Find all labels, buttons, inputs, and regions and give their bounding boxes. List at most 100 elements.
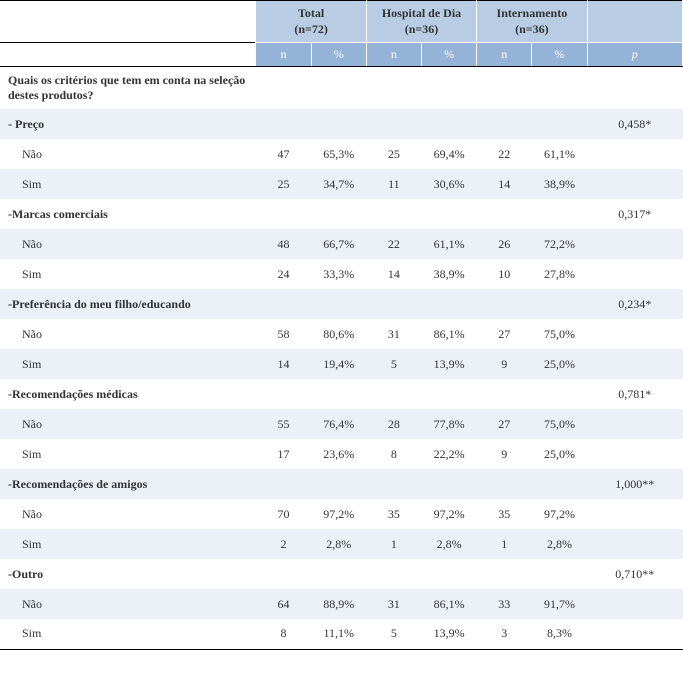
table-cell: 3 bbox=[477, 619, 532, 649]
table-cell bbox=[587, 259, 682, 289]
table-cell: 65,3% bbox=[311, 139, 366, 169]
table-cell bbox=[532, 109, 587, 139]
table-cell: 8 bbox=[256, 619, 311, 649]
table-cell bbox=[532, 469, 587, 499]
table-cell bbox=[587, 229, 682, 259]
table-row: Não4866,7%2261,1%2672,2% bbox=[0, 229, 683, 259]
table-cell: 13,9% bbox=[422, 619, 477, 649]
criterion-label: - Preço bbox=[0, 109, 256, 139]
table-cell: 48 bbox=[256, 229, 311, 259]
header-blank bbox=[0, 1, 256, 43]
table-cell: 58 bbox=[256, 319, 311, 349]
table-cell: 33 bbox=[477, 589, 532, 619]
table-cell: 17 bbox=[256, 439, 311, 469]
table-row: -Recomendações de amigos1,000** bbox=[0, 469, 683, 499]
table-row: Não6488,9%3186,1%3391,7% bbox=[0, 589, 683, 619]
criterion-label: -Outro bbox=[0, 559, 256, 589]
table-cell: 97,2% bbox=[311, 499, 366, 529]
answer-yes: Sim bbox=[0, 169, 256, 199]
table-cell: 86,1% bbox=[422, 589, 477, 619]
table-cell bbox=[532, 199, 587, 229]
table-row: Não4765,3%2569,4%2261,1% bbox=[0, 139, 683, 169]
table-cell bbox=[311, 109, 366, 139]
table-cell: 27,8% bbox=[532, 259, 587, 289]
table-cell bbox=[532, 67, 587, 110]
table-cell: 19,4% bbox=[311, 349, 366, 379]
p-value: 0,458* bbox=[587, 109, 682, 139]
header-n: n bbox=[366, 43, 421, 67]
header-total-sub: (n=72) bbox=[294, 22, 328, 36]
table-cell: 2,8% bbox=[422, 529, 477, 559]
table-cell bbox=[477, 199, 532, 229]
table-cell: 25 bbox=[366, 139, 421, 169]
table-cell: 8,3% bbox=[532, 619, 587, 649]
criteria-table: Total (n=72) Hospital de Dia (n=36) Inte… bbox=[0, 0, 683, 650]
table-cell: 28 bbox=[366, 409, 421, 439]
answer-yes: Sim bbox=[0, 349, 256, 379]
p-value: 0,234* bbox=[587, 289, 682, 319]
table-cell bbox=[587, 499, 682, 529]
table-cell bbox=[477, 469, 532, 499]
table-cell bbox=[256, 379, 311, 409]
table-cell bbox=[366, 289, 421, 319]
table-cell: 69,4% bbox=[422, 139, 477, 169]
table-row: Sim22,8%12,8%12,8% bbox=[0, 529, 683, 559]
table-row: - Preço 0,458* bbox=[0, 109, 683, 139]
table-cell bbox=[311, 469, 366, 499]
table-cell: 24 bbox=[256, 259, 311, 289]
table-cell: 75,0% bbox=[532, 409, 587, 439]
table-cell: 10 bbox=[477, 259, 532, 289]
table-cell: 22,2% bbox=[422, 439, 477, 469]
table-cell: 25,0% bbox=[532, 349, 587, 379]
table-cell: 66,7% bbox=[311, 229, 366, 259]
table-cell bbox=[366, 109, 421, 139]
table-cell: 25,0% bbox=[532, 439, 587, 469]
answer-no: Não bbox=[0, 409, 256, 439]
table-cell: 11 bbox=[366, 169, 421, 199]
table-cell: 5 bbox=[366, 349, 421, 379]
table-cell: 1 bbox=[366, 529, 421, 559]
header-blank2 bbox=[0, 43, 256, 67]
table-row: Não5880,6%3186,1%2775,0% bbox=[0, 319, 683, 349]
table-cell: 38,9% bbox=[532, 169, 587, 199]
table-row: -Preferência do meu filho/educando 0,234* bbox=[0, 289, 683, 319]
table-body: Quais os critérios que tem em conta na s… bbox=[0, 67, 683, 650]
table-row: Sim1419,4%513,9%925,0% bbox=[0, 349, 683, 379]
table-cell bbox=[477, 109, 532, 139]
answer-no: Não bbox=[0, 319, 256, 349]
table-cell: 14 bbox=[256, 349, 311, 379]
table-cell: 27 bbox=[477, 319, 532, 349]
header-pct: % bbox=[532, 43, 587, 67]
table-row: Sim811,1%513,9%38,3% bbox=[0, 619, 683, 649]
table-cell: 61,1% bbox=[422, 229, 477, 259]
header-p: p bbox=[587, 43, 682, 67]
table-cell: 22 bbox=[366, 229, 421, 259]
table-cell bbox=[422, 109, 477, 139]
table-cell bbox=[256, 109, 311, 139]
table-cell bbox=[366, 469, 421, 499]
table-cell bbox=[587, 619, 682, 649]
table-cell: 77,8% bbox=[422, 409, 477, 439]
table-cell: 5 bbox=[366, 619, 421, 649]
table-cell bbox=[532, 559, 587, 589]
table-cell bbox=[366, 559, 421, 589]
table-cell: 22 bbox=[477, 139, 532, 169]
table-cell: 2,8% bbox=[532, 529, 587, 559]
table-row: Não5576,4%2877,8%2775,0% bbox=[0, 409, 683, 439]
answer-yes: Sim bbox=[0, 619, 256, 649]
table-cell: 70 bbox=[256, 499, 311, 529]
table-cell: 1 bbox=[477, 529, 532, 559]
table-cell: 9 bbox=[477, 349, 532, 379]
criterion-label: -Preferência do meu filho/educando bbox=[0, 289, 256, 319]
table-cell: 9 bbox=[477, 439, 532, 469]
table-cell: 72,2% bbox=[532, 229, 587, 259]
header-p-blank bbox=[587, 1, 682, 43]
answer-yes: Sim bbox=[0, 529, 256, 559]
answer-no: Não bbox=[0, 229, 256, 259]
table-cell bbox=[311, 199, 366, 229]
table-cell bbox=[422, 379, 477, 409]
table-cell bbox=[422, 289, 477, 319]
answer-no: Não bbox=[0, 139, 256, 169]
question-label: Quais os critérios que tem em conta na s… bbox=[0, 67, 256, 110]
table-cell: 91,7% bbox=[532, 589, 587, 619]
